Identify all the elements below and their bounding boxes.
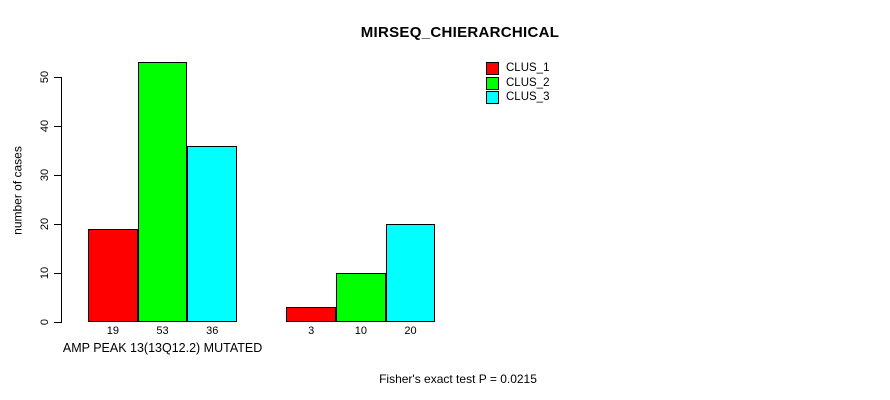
legend-label: CLUS_1: [506, 62, 550, 74]
legend-label: CLUS_2: [506, 76, 550, 89]
annotation-text: Fisher's exact test P = 0.0215: [379, 372, 537, 386]
bar-clus_1-group1: [88, 228, 138, 322]
legend-swatch-icon: [486, 76, 499, 90]
bar-value-label: 3: [308, 325, 315, 337]
legend-label: CLUS_3: [506, 91, 550, 104]
bar-clus_2-group2: [336, 273, 386, 322]
legend-swatch-icon: [486, 62, 499, 75]
bar-value-label: 36: [206, 325, 219, 337]
legend-item-clus_2: CLUS_2: [486, 76, 550, 90]
bar-clus_3-group1: [187, 145, 238, 322]
bar-clus_3-group2: [385, 224, 436, 322]
y-tick-label: 0: [39, 318, 51, 326]
y-axis-line: [61, 77, 62, 323]
bar-clus_1-group2: [286, 307, 336, 322]
y-tick-mark: [54, 224, 61, 225]
legend-item-clus_1: CLUS_1: [486, 62, 549, 75]
bar-value-label: 10: [354, 325, 367, 337]
y-tick-mark: [54, 175, 61, 176]
y-tick-label: 50: [39, 70, 51, 84]
y-tick-label: 20: [39, 217, 51, 231]
bar-value-label: 53: [156, 325, 169, 337]
y-tick-label: 40: [39, 119, 51, 133]
y-tick-mark: [54, 322, 61, 323]
legend-swatch-icon: [486, 91, 499, 105]
y-axis-title: number of cases: [10, 146, 25, 235]
y-tick-label: 30: [39, 168, 51, 182]
category-label: AMP PEAK 13(13Q12.2) MUTATED: [62, 341, 263, 355]
legend-item-clus_3: CLUS_3: [486, 91, 550, 105]
chart-title: MIRSEQ_CHIERARCHICAL: [360, 24, 560, 41]
bar-value-label: 19: [106, 325, 119, 337]
y-tick-label: 10: [39, 266, 51, 280]
y-tick-mark: [54, 273, 61, 274]
y-tick-mark: [54, 77, 61, 78]
y-tick-mark: [54, 126, 61, 127]
bar-clus_2-group1: [137, 62, 188, 322]
bar-value-label: 20: [404, 325, 417, 337]
